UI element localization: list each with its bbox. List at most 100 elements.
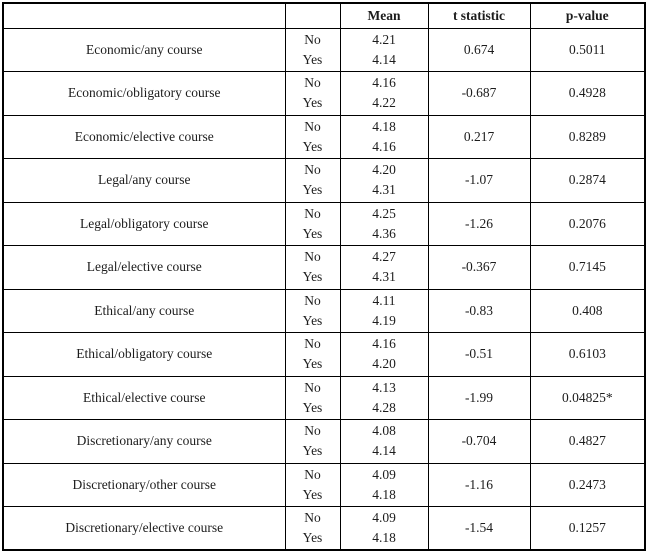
header-mean: Mean: [339, 2, 429, 29]
p-value: 0.6103: [529, 332, 646, 377]
group-no-label: No: [304, 510, 321, 525]
mean-no-value: 4.21: [372, 31, 396, 47]
mean-cell: 4.25 4.36: [339, 201, 429, 246]
row-label: Discretionary/other course: [2, 462, 286, 507]
mean-cell: 4.09 4.18: [339, 462, 429, 507]
group-cell: No Yes: [284, 114, 341, 159]
p-value: 0.7145: [529, 245, 646, 290]
group-yes-label: Yes: [302, 530, 323, 545]
row-label: Discretionary/any course: [2, 419, 286, 464]
row-label: Economic/elective course: [2, 114, 286, 159]
mean-no-value: 4.20: [372, 162, 396, 178]
mean-cell: 4.27 4.31: [339, 245, 429, 290]
group-no-label: No: [304, 75, 321, 91]
group-no-label: No: [304, 336, 321, 352]
mean-no-value: 4.13: [372, 379, 396, 395]
t-statistic-value: -0.83: [427, 288, 531, 333]
t-statistic-value: -0.704: [427, 419, 531, 464]
row-label: Discretionary/elective course: [2, 506, 286, 551]
table-header: Mean t statistic p-value: [2, 2, 646, 29]
mean-yes-value: 4.28: [372, 399, 396, 415]
group-yes-label: Yes: [302, 356, 323, 372]
mean-cell: 4.09 4.18: [339, 506, 429, 551]
mean-yes-value: 4.36: [372, 225, 396, 241]
row-label: Economic/any course: [2, 27, 286, 72]
p-value: 0.5011: [529, 27, 646, 72]
p-value: 0.4827: [529, 419, 646, 464]
group-cell: No Yes: [284, 506, 341, 551]
group-yes-label: Yes: [302, 225, 323, 241]
p-value: 0.2473: [529, 462, 646, 507]
mean-cell: 4.18 4.16: [339, 114, 429, 159]
mean-yes-value: 4.31: [372, 182, 396, 198]
t-statistic-value: -0.367: [427, 245, 531, 290]
mean-yes-value: 4.16: [372, 138, 396, 154]
group-cell: No Yes: [284, 332, 341, 377]
group-no-label: No: [304, 118, 321, 134]
mean-no-value: 4.16: [372, 336, 396, 352]
table-row: Economic/obligatory course No Yes 4.16 4…: [2, 71, 646, 116]
mean-yes-value: 4.14: [372, 51, 396, 67]
mean-yes-value: 4.31: [372, 269, 396, 285]
t-statistic-value: -0.51: [427, 332, 531, 377]
group-no-label: No: [304, 162, 321, 178]
table-row: Discretionary/other course No Yes 4.09 4…: [2, 462, 646, 507]
t-statistic-value: 0.674: [427, 27, 531, 72]
group-yes-label: Yes: [302, 399, 323, 415]
group-no-label: No: [304, 379, 321, 395]
row-label: Ethical/obligatory course: [2, 332, 286, 377]
table-row: Economic/any course No Yes 4.21 4.14 0.6…: [2, 27, 646, 72]
mean-no-value: 4.16: [372, 75, 396, 91]
group-yes-label: Yes: [302, 443, 323, 459]
group-yes-label: Yes: [302, 312, 323, 328]
mean-yes-value: 4.18: [372, 486, 396, 502]
t-statistic-value: -1.54: [427, 506, 531, 551]
t-statistic-value: -1.26: [427, 201, 531, 246]
mean-cell: 4.20 4.31: [339, 158, 429, 203]
group-yes-label: Yes: [302, 182, 323, 198]
group-cell: No Yes: [284, 71, 341, 116]
table-row: Legal/elective course No Yes 4.27 4.31 -…: [2, 245, 646, 290]
table-row: Legal/any course No Yes 4.20 4.31 -1.07 …: [2, 158, 646, 203]
p-value: 0.04825*: [529, 375, 646, 420]
row-label: Legal/elective course: [2, 245, 286, 290]
table-row: Ethical/any course No Yes 4.11 4.19 -0.8…: [2, 288, 646, 333]
mean-yes-value: 4.14: [372, 443, 396, 459]
p-value: 0.2874: [529, 158, 646, 203]
p-value: 0.1257: [529, 506, 646, 551]
p-value: 0.4928: [529, 71, 646, 116]
group-cell: No Yes: [284, 288, 341, 333]
header-p-value: p-value: [529, 2, 646, 29]
mean-no-value: 4.25: [372, 205, 396, 221]
group-yes-label: Yes: [302, 95, 323, 111]
table-row: Discretionary/any course No Yes 4.08 4.1…: [2, 419, 646, 464]
mean-cell: 4.16 4.22: [339, 71, 429, 116]
mean-yes-value: 4.22: [372, 95, 396, 111]
header-empty-label: [2, 2, 286, 29]
header-row: Mean t statistic p-value: [2, 2, 646, 29]
t-statistic-value: -0.687: [427, 71, 531, 116]
mean-yes-value: 4.20: [372, 356, 396, 372]
mean-no-value: 4.09: [372, 466, 396, 482]
p-value: 0.8289: [529, 114, 646, 159]
group-no-label: No: [304, 205, 321, 221]
p-value: 0.2076: [529, 201, 646, 246]
table-row: Ethical/elective course No Yes 4.13 4.28…: [2, 375, 646, 420]
mean-cell: 4.13 4.28: [339, 375, 429, 420]
group-cell: No Yes: [284, 245, 341, 290]
mean-cell: 4.08 4.14: [339, 419, 429, 464]
group-cell: No Yes: [284, 462, 341, 507]
group-no-label: No: [304, 31, 321, 47]
mean-cell: 4.16 4.20: [339, 332, 429, 377]
row-label: Legal/obligatory course: [2, 201, 286, 246]
table-row: Discretionary/elective course No Yes 4.0…: [2, 506, 646, 551]
p-value: 0.408: [529, 288, 646, 333]
row-label: Ethical/any course: [2, 288, 286, 333]
t-statistic-value: -1.07: [427, 158, 531, 203]
group-yes-label: Yes: [302, 269, 323, 285]
mean-yes-value: 4.18: [372, 530, 396, 545]
header-t-statistic: t statistic: [427, 2, 531, 29]
table-row: Economic/elective course No Yes 4.18 4.1…: [2, 114, 646, 159]
table-row: Ethical/obligatory course No Yes 4.16 4.…: [2, 332, 646, 377]
